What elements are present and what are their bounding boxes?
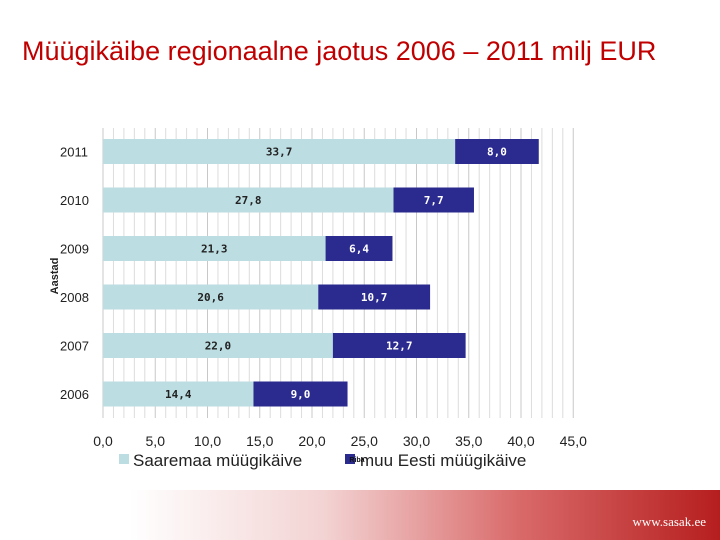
category-label-2010: 2010 <box>60 193 89 208</box>
bar-muu-eesti-2006 <box>253 381 348 407</box>
x-tick-label: 10,0 <box>194 433 221 449</box>
x-tick-label: 5,0 <box>146 433 166 449</box>
footer-url[interactable]: www.sasak.ee <box>632 514 706 529</box>
x-tick-label: 40,0 <box>507 433 534 449</box>
bar-muu-eesti-2009 <box>325 236 393 261</box>
x-tick-label: 25,0 <box>351 433 378 449</box>
category-label-2007: 2007 <box>60 339 89 354</box>
x-tick-label: 45,0 <box>560 433 587 449</box>
gridlines <box>102 128 574 418</box>
data-label-saaremaa-2011: 33,7 <box>266 146 293 159</box>
x-tick-label: 0,0 <box>93 433 113 449</box>
bars <box>103 139 539 407</box>
data-label-saaremaa-2007: 22,0 <box>205 340 232 353</box>
data-label-saaremaa-2006: 14,4 <box>165 388 192 401</box>
legend-swatch-saaremaa <box>119 454 129 464</box>
data-label-muu-eesti-2009: 6,4 <box>349 243 369 256</box>
bar-saaremaa-2008 <box>103 284 319 310</box>
x-tick-label: 15,0 <box>246 433 273 449</box>
bar-muu-eesti-2010 <box>393 187 474 213</box>
bar-muu-eesti-2007 <box>332 333 466 358</box>
x-tick-label: 30,0 <box>403 433 430 449</box>
legend-swatch-muu-eesti <box>345 454 355 464</box>
data-label-muu-eesti-2010: 7,7 <box>424 194 444 207</box>
bar-saaremaa-2009 <box>103 236 326 261</box>
legend-overlay-text: Riba <box>349 457 364 464</box>
bar-saaremaa-2007 <box>103 333 333 358</box>
bar-saaremaa-2010 <box>103 187 394 213</box>
data-label-saaremaa-2009: 21,3 <box>201 243 228 256</box>
data-label-saaremaa-2008: 20,6 <box>197 291 224 304</box>
x-tick-label: 20,0 <box>298 433 325 449</box>
bar-muu-eesti-2008 <box>318 284 431 310</box>
data-label-muu-eesti-2008: 10,7 <box>361 291 388 304</box>
data-label-muu-eesti-2007: 12,7 <box>386 340 413 353</box>
data-label-saaremaa-2010: 27,8 <box>235 194 262 207</box>
category-label-2009: 2009 <box>60 242 89 257</box>
data-label-muu-eesti-2011: 8,0 <box>487 146 507 159</box>
x-tick-label: 35,0 <box>455 433 482 449</box>
category-label-2008: 2008 <box>60 290 89 305</box>
footer-band <box>0 490 720 540</box>
category-label-2006: 2006 <box>60 387 89 402</box>
legend-label-muu-eesti: muu Eesti müügikäive <box>360 451 526 470</box>
bar-muu-eesti-2011 <box>455 139 539 164</box>
legend-label-saaremaa: Saaremaa müügikäive <box>133 451 302 470</box>
y-axis-title: Aastad <box>49 258 61 295</box>
labels: 0,0 5,0 10,0 15,0 20,0 25,0 30,0 35,0 40,0 45,0 20… <box>60 145 587 450</box>
page-title: Müügikäibe regionaalne jaotus 2006 – 201… <box>22 36 657 66</box>
category-label-2011: 2011 <box>60 145 88 160</box>
bar-saaremaa-2006 <box>103 381 254 407</box>
data-label-muu-eesti-2006: 9,0 <box>291 388 311 401</box>
bar-saaremaa-2011 <box>103 139 456 164</box>
legend: Saaremaa müügikäive muu Eesti müügikäive… <box>119 451 526 470</box>
